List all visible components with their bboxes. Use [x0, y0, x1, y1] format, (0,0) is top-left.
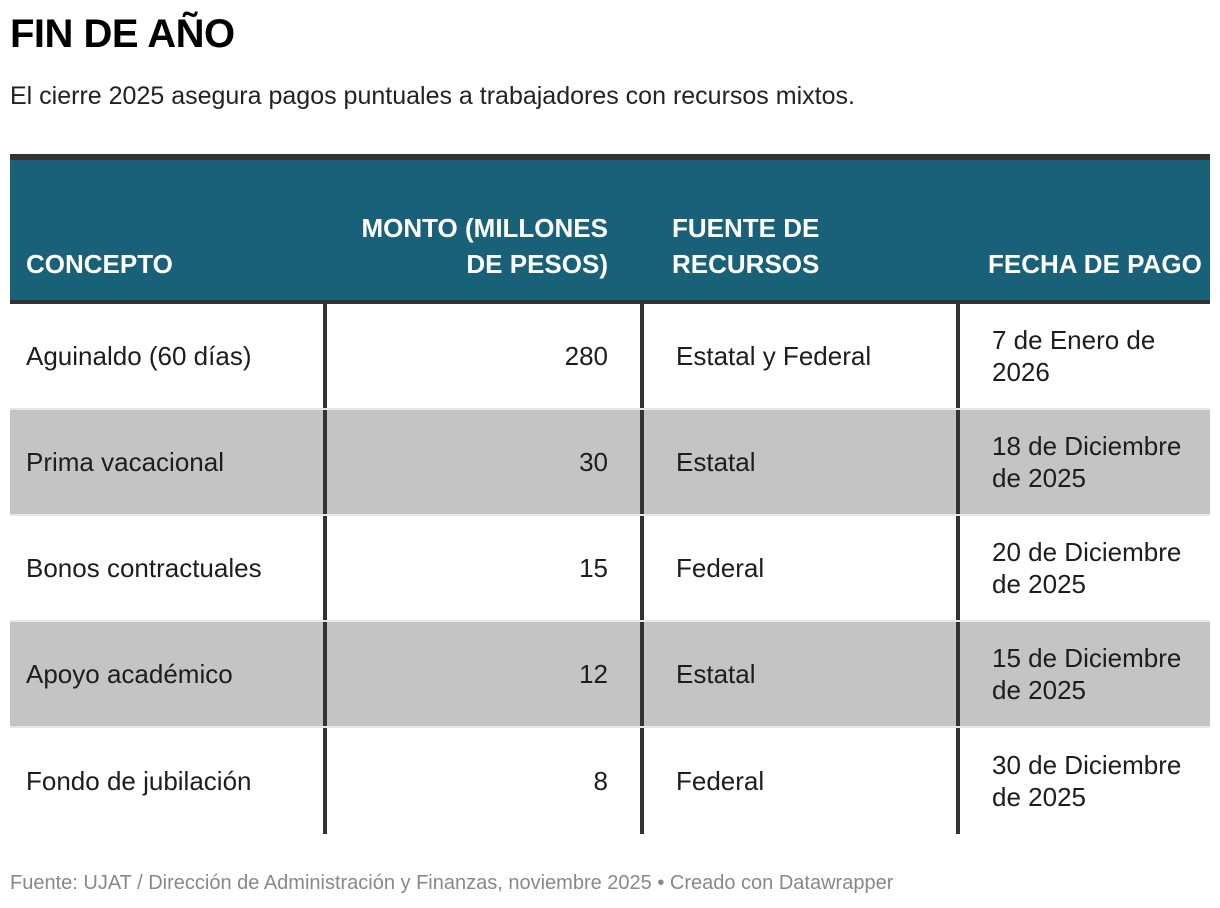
cell-concepto: Aguinaldo (60 días) [26, 341, 252, 371]
cell-monto: 30 [323, 410, 640, 514]
cell-fecha: 30 de Diciembre de 2025 [956, 728, 1210, 834]
cell-fuente: Federal [640, 516, 956, 620]
cell-monto: 8 [323, 728, 640, 834]
cell-fecha: 7 de Enero de 2026 [956, 304, 1210, 408]
source-footer: Fuente: UJAT / Dirección de Administraci… [10, 872, 894, 894]
cell-fuente: Estatal [640, 410, 956, 514]
table-row: Aguinaldo (60 días) 280 Estatal y Federa… [10, 304, 1210, 410]
cell-concepto: Fondo de jubilación [26, 766, 252, 796]
header-fecha[interactable]: FECHA DE PAGO [988, 249, 1202, 279]
cell-concepto: Apoyo académico [26, 659, 233, 689]
header-fuente[interactable]: FUENTE DE RECURSOS [672, 213, 820, 279]
table-row: Apoyo académico 12 Estatal 15 de Diciemb… [10, 622, 1210, 728]
cell-fecha: 18 de Diciembre de 2025 [956, 410, 1210, 514]
cell-fecha: 20 de Diciembre de 2025 [956, 516, 1210, 620]
cell-monto: 280 [323, 304, 640, 408]
cell-concepto: Bonos contractuales [26, 553, 262, 583]
chart-subtitle: El cierre 2025 asegura pagos puntuales a… [10, 82, 855, 110]
cell-concepto: Prima vacacional [26, 447, 224, 477]
table-row: Prima vacacional 30 Estatal 18 de Diciem… [10, 410, 1210, 516]
header-monto[interactable]: MONTO (MILLONES DE PESOS) [361, 213, 608, 279]
cell-fecha: 15 de Diciembre de 2025 [956, 622, 1210, 726]
cell-fuente: Estatal [640, 622, 956, 726]
table-header: CONCEPTO MONTO (MILLONES DE PESOS) FUENT… [10, 160, 1210, 304]
table-top-rule [10, 154, 1210, 160]
cell-monto: 12 [323, 622, 640, 726]
chart-title: FIN DE AÑO [10, 12, 235, 56]
table-row: Bonos contractuales 15 Federal 20 de Dic… [10, 516, 1210, 622]
table-row: Fondo de jubilación 8 Federal 30 de Dici… [10, 728, 1210, 834]
header-concepto[interactable]: CONCEPTO [26, 249, 173, 279]
cell-monto: 15 [323, 516, 640, 620]
data-table: CONCEPTO MONTO (MILLONES DE PESOS) FUENT… [10, 154, 1210, 834]
cell-fuente: Estatal y Federal [640, 304, 956, 408]
cell-fuente: Federal [640, 728, 956, 834]
